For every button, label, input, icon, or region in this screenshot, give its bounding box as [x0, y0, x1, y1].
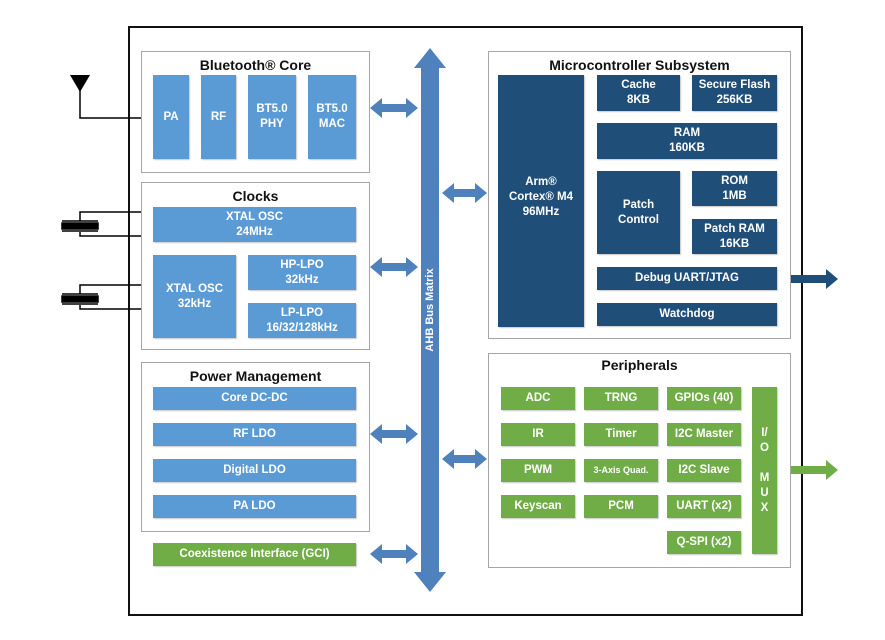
- pa-ldo-block: PA LDO: [153, 495, 356, 518]
- qspi-block: Q-SPI (x2): [667, 531, 741, 554]
- i2c-master-block: I2C Master: [667, 423, 741, 446]
- io-mux-block: I/ O M U X: [752, 387, 777, 554]
- panel-title: Microcontroller Subsystem: [549, 57, 730, 73]
- coexistence-interface-block: Coexistence Interface (GCI): [153, 543, 356, 566]
- lp-lpo-block: LP-LPO 16/32/128kHz: [248, 303, 356, 338]
- arrow-bluetooth: [370, 98, 418, 118]
- arrow-mcu: [442, 183, 487, 203]
- ahb-bus-label: AHB Bus Matrix: [424, 268, 436, 352]
- panel-title: Bluetooth® Core: [199, 57, 312, 73]
- bus-link-arrows: [370, 98, 487, 564]
- rom-block: ROM 1MB: [692, 171, 777, 206]
- keyscan-block: Keyscan: [501, 495, 575, 518]
- ahb-bus-arrow: [414, 48, 446, 592]
- arrow-power: [370, 424, 418, 444]
- hp-lpo-block: HP-LPO 32kHz: [248, 255, 356, 290]
- xtal-24mhz-block: XTAL OSC 24MHz: [153, 207, 356, 242]
- i2c-slave-block: I2C Slave: [667, 459, 741, 482]
- mac-block: BT5.0 MAC: [308, 75, 356, 159]
- cache-block: Cache 8KB: [597, 75, 680, 111]
- uart-block: UART (x2): [667, 495, 741, 518]
- rf-block: RF: [201, 75, 236, 159]
- ram-block: RAM 160KB: [597, 123, 777, 159]
- timer-block: Timer: [584, 423, 658, 446]
- core-dcdc-block: Core DC-DC: [153, 387, 356, 410]
- pa-block: PA: [153, 75, 189, 159]
- panel-title: Clocks: [232, 188, 279, 204]
- pwm-block: PWM: [501, 459, 575, 482]
- gpios-block: GPIOs (40): [667, 387, 741, 410]
- antenna-icon: [70, 75, 153, 119]
- arrow-coex: [370, 544, 418, 564]
- rf-ldo-block: RF LDO: [153, 423, 356, 446]
- chip-boundary: [128, 26, 803, 616]
- arrow-clocks: [370, 257, 418, 277]
- crystal-32khz-icon: [61, 284, 153, 310]
- arrow-io-external: [777, 460, 838, 480]
- adc-block: ADC: [501, 387, 575, 410]
- watchdog-block: Watchdog: [597, 303, 777, 326]
- cpu-label: Arm® Cortex® M4 96MHz: [508, 176, 574, 218]
- pcm-block: PCM: [584, 495, 658, 518]
- secure-flash-block: Secure Flash 256KB: [692, 75, 777, 111]
- arm-cortex-m4-block: Arm® Cortex® M4 96MHz: [498, 75, 584, 327]
- quadrature-decoder-block: 3-Axis Quad.: [584, 459, 658, 482]
- trng-block: TRNG: [584, 387, 658, 410]
- arrow-debug-external: [777, 269, 838, 289]
- debug-uart-jtag-block: Debug UART/JTAG: [597, 267, 777, 290]
- xtal-32khz-block: XTAL OSC 32kHz: [153, 255, 236, 338]
- patch-control-block: Patch Control: [597, 171, 680, 254]
- panel-title: Power Management: [189, 368, 322, 384]
- arrow-peripherals: [442, 449, 487, 469]
- digital-ldo-block: Digital LDO: [153, 459, 356, 482]
- phy-block: BT5.0 PHY: [248, 75, 296, 159]
- crystal-24mhz-icon: [61, 211, 153, 237]
- patch-ram-block: Patch RAM 16KB: [692, 219, 777, 254]
- ir-block: IR: [501, 423, 575, 446]
- panel-title: Peripherals: [601, 357, 678, 373]
